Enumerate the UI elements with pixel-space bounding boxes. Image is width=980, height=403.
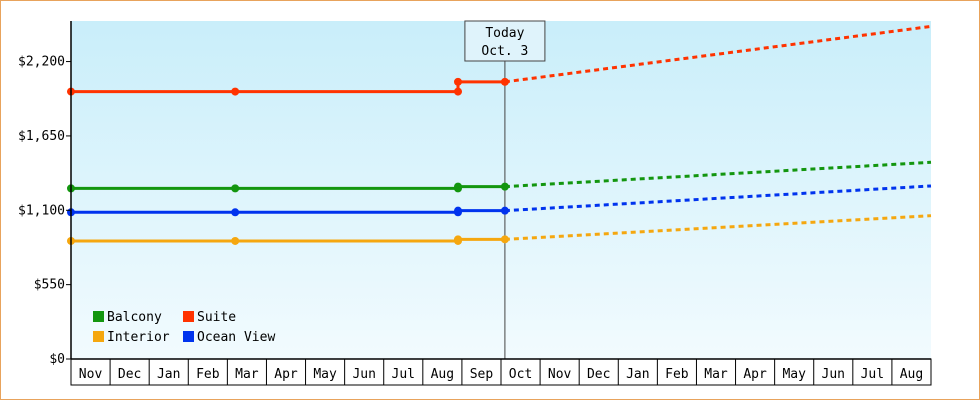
x-tick-label: Apr	[743, 367, 767, 382]
today-date: Oct. 3	[481, 44, 528, 59]
data-point	[231, 87, 240, 96]
data-point	[454, 87, 462, 96]
x-tick-label: Nov	[79, 367, 103, 382]
today-label: Today	[485, 26, 524, 41]
y-tick-label: $1,650	[18, 129, 65, 144]
data-point	[231, 236, 240, 245]
data-point	[231, 184, 240, 193]
x-tick-label: Jul	[861, 367, 884, 382]
data-point	[231, 208, 240, 217]
x-tick-label: Mar	[704, 367, 728, 382]
x-tick-label: Feb	[196, 367, 220, 382]
series-line	[71, 185, 505, 190]
legend-swatch	[93, 311, 104, 322]
x-tick-label: Mar	[235, 367, 259, 382]
plot-area	[71, 21, 931, 359]
data-point	[500, 206, 509, 215]
legend-label: Ocean View	[197, 330, 275, 345]
series-line	[71, 237, 505, 243]
x-tick-label: Jun	[352, 367, 375, 382]
x-tick-label: Apr	[274, 367, 298, 382]
data-point	[500, 77, 509, 86]
x-tick-label: Nov	[548, 367, 572, 382]
legend-swatch	[93, 331, 104, 342]
series-forecast-line	[504, 160, 932, 189]
data-point	[454, 235, 462, 244]
data-point	[454, 77, 462, 86]
x-tick-label: Jan	[157, 367, 180, 382]
today-box	[464, 20, 546, 62]
y-tick-label: $1,100	[18, 203, 65, 218]
x-tick-label: Feb	[665, 367, 689, 382]
legend-label: Balcony	[107, 310, 162, 325]
axes: $0 $550 $1,100 $1,650 $2,200 Nov Dec Jan Feb Mar A…	[18, 21, 932, 386]
x-tick-label: Dec	[587, 367, 610, 382]
data-point	[454, 182, 462, 191]
y-tick-label: $0	[49, 352, 65, 367]
legend-label: Interior	[107, 330, 170, 345]
data-point	[454, 206, 462, 215]
x-tick-label: Jun	[822, 367, 845, 382]
x-tick-label: Oct	[509, 367, 532, 382]
x-tick-label: Dec	[118, 367, 141, 382]
x-tick-label: Jul	[392, 367, 415, 382]
x-tick-label: May	[313, 367, 337, 382]
legend-swatch	[183, 331, 194, 342]
x-tick-label: Sep	[470, 367, 494, 382]
today-marker: Today Oct. 3	[464, 20, 546, 359]
series-line	[71, 209, 505, 214]
x-tick-label: Aug	[900, 367, 923, 382]
legend-swatch	[183, 311, 194, 322]
y-tick-label: $2,200	[18, 55, 65, 70]
series-forecast-line	[504, 214, 932, 241]
series-forecast-line	[504, 184, 932, 213]
legend: Balcony Suite Interior Ocean View	[93, 310, 275, 345]
x-tick-label: May	[782, 367, 806, 382]
legend-label: Suite	[197, 310, 236, 325]
x-tick-label: Aug	[431, 367, 454, 382]
data-point	[500, 182, 509, 191]
data-point	[500, 235, 509, 244]
y-tick-label: $550	[34, 278, 65, 293]
x-tick-label: Jan	[626, 367, 649, 382]
